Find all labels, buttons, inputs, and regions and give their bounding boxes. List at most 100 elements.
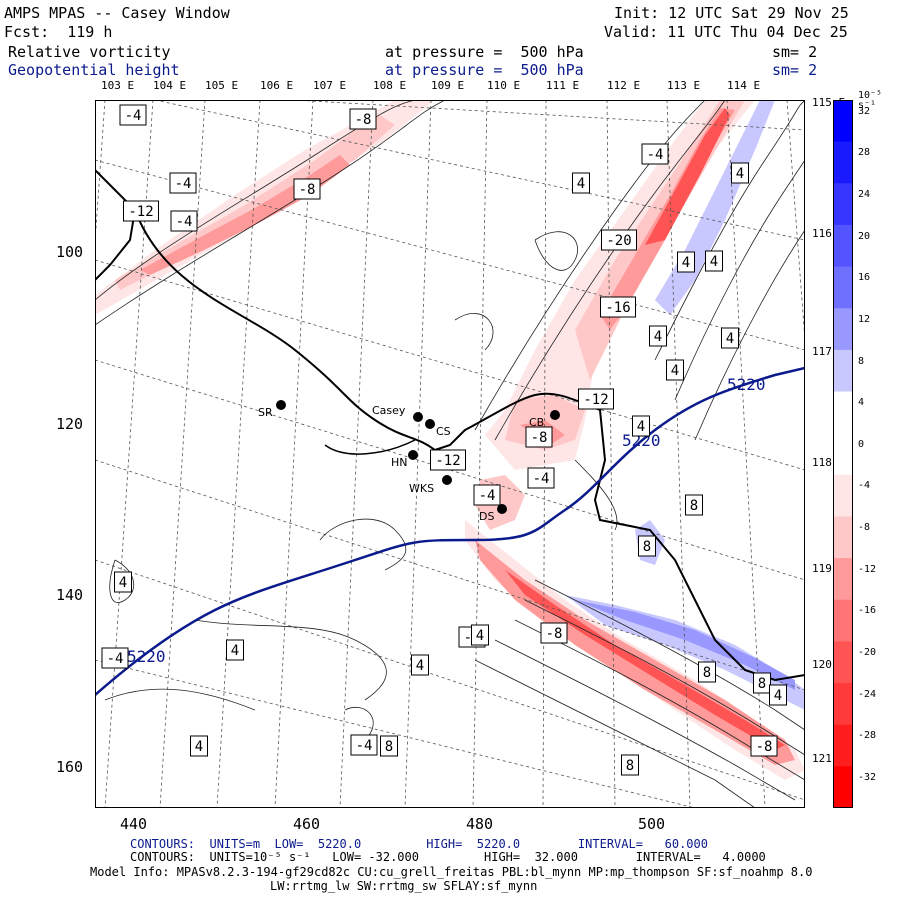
vorticity-contour-label: -8 xyxy=(525,426,553,448)
colorbar-swatch xyxy=(833,724,853,767)
vorticity-contour-label: -4 xyxy=(119,104,147,126)
height-contour-5220 xyxy=(95,366,805,696)
svg-text:-8: -8 xyxy=(756,739,773,755)
colorbar xyxy=(833,100,853,808)
vorticity-contour-label: -8 xyxy=(540,622,568,644)
stations: SR Casey CS HN WKS DS CB xyxy=(258,400,560,523)
station-marker[interactable] xyxy=(497,504,507,514)
station-marker[interactable] xyxy=(408,450,418,460)
colorbar-swatch xyxy=(833,433,853,476)
vorticity-contour-label: -4 xyxy=(641,143,669,165)
svg-text:4: 4 xyxy=(577,176,585,192)
lon-label: 105 E xyxy=(205,79,239,92)
field2-name: Geopotential height xyxy=(8,61,180,79)
station-marker[interactable] xyxy=(276,400,286,410)
svg-text:4: 4 xyxy=(416,658,424,674)
height-label: 5220 xyxy=(622,431,661,450)
x-tick: 460 xyxy=(293,815,321,833)
station-label: CB xyxy=(529,416,544,429)
colorbar-tick-label: -8 xyxy=(858,522,871,534)
colorbar-swatch xyxy=(833,224,853,268)
station-marker[interactable] xyxy=(442,475,452,485)
lon-label: 103 E xyxy=(101,79,135,92)
svg-text:-8: -8 xyxy=(531,430,548,446)
svg-text:4: 4 xyxy=(710,254,718,270)
vorticity-contour-label: -8 xyxy=(293,178,321,200)
vorticity-contour-label: -4 xyxy=(350,734,378,756)
field2-level: at pressure = 500 hPa xyxy=(385,61,584,79)
height-label: 5220 xyxy=(727,375,766,394)
svg-text:-4: -4 xyxy=(533,471,550,487)
svg-text:-16: -16 xyxy=(605,300,630,316)
svg-text:-12: -12 xyxy=(435,453,460,469)
svg-text:-4: -4 xyxy=(356,738,373,754)
vorticity-contour-label: 8 xyxy=(380,735,398,757)
plot-title: AMPS MPAS -- Casey Window xyxy=(4,4,230,22)
map-frame xyxy=(95,100,805,808)
lon-label: 112 E xyxy=(607,79,641,92)
svg-text:4: 4 xyxy=(682,255,690,271)
svg-text:-12: -12 xyxy=(583,392,608,408)
lon-label: 108 E xyxy=(373,79,407,92)
vorticity-contour-label: -4 xyxy=(170,210,198,232)
svg-text:4: 4 xyxy=(119,575,127,591)
colorbar-swatch xyxy=(833,766,853,808)
svg-text:-4: -4 xyxy=(175,176,192,192)
colorbar-tick-label: 16 xyxy=(858,272,871,284)
vorticity-contour-label: -12 xyxy=(123,200,159,222)
station-label: CS xyxy=(436,425,451,438)
svg-text:-4: -4 xyxy=(479,488,496,504)
svg-text:-8: -8 xyxy=(546,626,563,642)
lon-label: 111 E xyxy=(546,79,580,92)
lon-label: 113 E xyxy=(667,79,701,92)
colorbar-swatch xyxy=(833,516,853,559)
colorbar-tick-label: -4 xyxy=(858,480,871,492)
colorbar-tick-label: 8 xyxy=(858,355,865,367)
colorbar-swatch xyxy=(833,266,853,309)
vorticity-contour-label: -16 xyxy=(600,296,636,318)
vorticity-contour-label: 4 xyxy=(411,654,429,676)
forecast-hour: Fcst: 119 h xyxy=(4,23,113,41)
colorbar-swatch xyxy=(833,683,853,726)
vorticity-contour-label: 4 xyxy=(705,250,723,272)
field2-smoothing: sm= 2 xyxy=(772,61,818,79)
vorticity-contour-label: 8 xyxy=(698,661,716,683)
lon-label: 114 E xyxy=(727,79,761,92)
init-time: Init: 12 UTC Sat 29 Nov 25 xyxy=(614,4,849,22)
colorbar-swatch xyxy=(833,100,853,143)
colorbar-swatch xyxy=(833,599,853,642)
colorbar-swatch xyxy=(833,641,853,684)
valid-time: Valid: 11 UTC Thu 04 Dec 25 xyxy=(604,23,848,41)
vorticity-contour-label: 4 xyxy=(731,162,749,184)
svg-text:4: 4 xyxy=(774,688,782,704)
svg-text:4: 4 xyxy=(654,329,662,345)
vorticity-contour-label: -12 xyxy=(430,449,466,471)
station-marker[interactable] xyxy=(550,410,560,420)
svg-text:4: 4 xyxy=(671,363,679,379)
field1-smoothing: sm= 2 xyxy=(772,43,818,61)
station-marker[interactable] xyxy=(413,412,423,422)
colorbar-tick-label: -20 xyxy=(858,647,877,659)
height-label: 5220 xyxy=(127,647,166,666)
svg-text:-4: -4 xyxy=(107,651,124,667)
vorticity-contour-label: -8 xyxy=(349,108,377,130)
vorticity-contour-label: 4 xyxy=(114,571,132,593)
svg-text:8: 8 xyxy=(690,498,698,514)
lon-label: 110 E xyxy=(487,79,521,92)
vorticity-contour-label: 4 xyxy=(769,684,787,706)
x-tick: 480 xyxy=(466,815,494,833)
lat-lon-grid xyxy=(95,100,805,808)
y-tick: 120 xyxy=(56,415,84,433)
svg-text:4: 4 xyxy=(231,643,239,659)
model-info: Model Info: MPASv8.2.3-194-gf29cd82c CU:… xyxy=(90,865,813,879)
svg-text:4: 4 xyxy=(476,628,484,644)
colorbar-swatch xyxy=(833,141,853,184)
svg-text:4: 4 xyxy=(736,166,744,182)
svg-text:4: 4 xyxy=(195,739,203,755)
station-marker[interactable] xyxy=(425,419,435,429)
vorticity-contour-label: 4 xyxy=(471,624,489,646)
vorticity-contour-label: -4 xyxy=(473,484,501,506)
colorbar-tick-label: -12 xyxy=(858,563,877,575)
lon-label: 107 E xyxy=(313,79,347,92)
svg-text:4: 4 xyxy=(726,331,734,347)
